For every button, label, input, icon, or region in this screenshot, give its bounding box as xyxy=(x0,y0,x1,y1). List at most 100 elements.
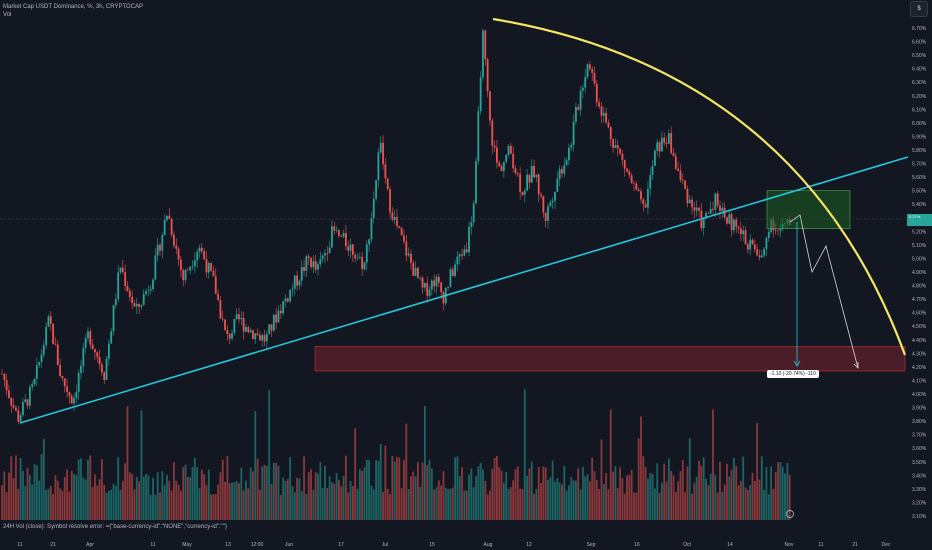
candle-body xyxy=(635,183,638,190)
volume-bar xyxy=(781,466,784,520)
candle-body xyxy=(758,255,761,258)
candle-body xyxy=(551,200,554,203)
volume-bar xyxy=(52,494,55,520)
x-tick-label: 21 xyxy=(852,542,858,548)
volume-bar xyxy=(577,468,580,520)
candle-body xyxy=(300,266,303,281)
y-tick-label: 3.20% xyxy=(912,500,927,506)
y-tick-label: 3.30% xyxy=(912,487,927,493)
candle-body xyxy=(231,332,233,339)
volume-bar xyxy=(614,466,617,520)
volume-bar xyxy=(370,485,373,520)
volume-bar xyxy=(191,466,194,520)
candle-body xyxy=(705,213,707,219)
volume-bar xyxy=(8,472,10,520)
volume-bar xyxy=(312,489,315,520)
volume-bar xyxy=(70,470,73,520)
volume-bar xyxy=(384,445,387,520)
volume-bar xyxy=(737,485,740,520)
candle-body xyxy=(463,249,466,256)
volume-bar xyxy=(203,474,206,520)
candle-body xyxy=(351,244,354,255)
volume-bar xyxy=(649,473,652,520)
candle-body xyxy=(96,352,99,358)
candle-body xyxy=(344,233,347,247)
y-tick-label: 5.70% xyxy=(912,162,927,168)
candle-body xyxy=(200,247,203,252)
volume-bar xyxy=(640,416,642,520)
volume-bar xyxy=(549,477,552,520)
candle-body xyxy=(358,256,361,258)
current-price-tag: 5.27% xyxy=(907,214,932,226)
candle-body xyxy=(5,380,8,391)
volume-bar xyxy=(528,468,531,520)
volume-bar xyxy=(651,473,654,520)
candle-body xyxy=(739,228,742,235)
volume-bar xyxy=(407,489,410,520)
volume-bar xyxy=(730,469,733,520)
candle-body xyxy=(252,330,254,340)
candle-body xyxy=(22,401,24,416)
currency-button[interactable]: $ xyxy=(910,1,928,17)
candle-body xyxy=(377,152,380,181)
candle-body xyxy=(451,269,454,276)
candle-body xyxy=(542,196,545,213)
volume-bar xyxy=(644,467,647,520)
candle-body xyxy=(442,292,445,304)
volume-bar xyxy=(751,472,754,520)
volume-bar xyxy=(166,475,168,520)
candle-body xyxy=(498,162,501,167)
volume-bar xyxy=(612,471,614,520)
volume-bar xyxy=(561,484,563,520)
candle-body xyxy=(623,159,626,169)
candle-body xyxy=(609,127,612,140)
y-tick-label: 3.80% xyxy=(912,419,927,425)
volume-bar xyxy=(475,476,477,520)
x-tick-label: 21 xyxy=(50,542,56,548)
candle-body xyxy=(412,262,415,276)
volume-bar xyxy=(663,463,666,520)
candle-body xyxy=(138,303,140,307)
candle-body xyxy=(735,219,738,227)
volume-bar xyxy=(584,476,587,520)
volume-bar xyxy=(477,466,480,520)
candle-body xyxy=(210,263,213,271)
volume-bar xyxy=(284,480,287,520)
y-tick-label: 5.10% xyxy=(912,243,927,249)
candle-body xyxy=(94,348,96,353)
volume-bar xyxy=(238,483,240,520)
volume-bar xyxy=(189,477,192,520)
candle-body xyxy=(640,191,642,200)
volume-bar xyxy=(635,492,638,520)
candle-body xyxy=(660,137,663,152)
candle-body xyxy=(191,266,194,268)
candle-body xyxy=(421,277,424,288)
y-tick-label: 5.50% xyxy=(912,189,927,195)
volume-bar xyxy=(82,477,85,520)
y-tick-label: 4.20% xyxy=(912,365,927,371)
annotations xyxy=(0,17,909,518)
candle-body xyxy=(575,107,577,122)
volume-bar xyxy=(31,484,34,520)
candle-body xyxy=(101,364,103,373)
candle-body xyxy=(730,214,733,231)
volume-bar xyxy=(658,493,661,520)
volume-bar xyxy=(17,488,20,520)
candle-body xyxy=(45,326,48,346)
volume-bar xyxy=(575,480,577,520)
candle-body xyxy=(651,165,654,175)
candle-body xyxy=(581,87,584,91)
candle-body xyxy=(59,364,61,377)
volume-bar xyxy=(786,462,789,520)
volume-bar xyxy=(570,477,573,520)
volume-bar xyxy=(19,457,22,520)
volume-bar xyxy=(77,459,80,520)
candle-body xyxy=(505,155,508,162)
candle-body xyxy=(224,319,226,330)
candle-body xyxy=(154,255,157,280)
volume-bar xyxy=(117,457,120,520)
candle-body xyxy=(226,329,229,335)
volume-bar xyxy=(544,467,547,520)
candle-body xyxy=(742,230,745,235)
